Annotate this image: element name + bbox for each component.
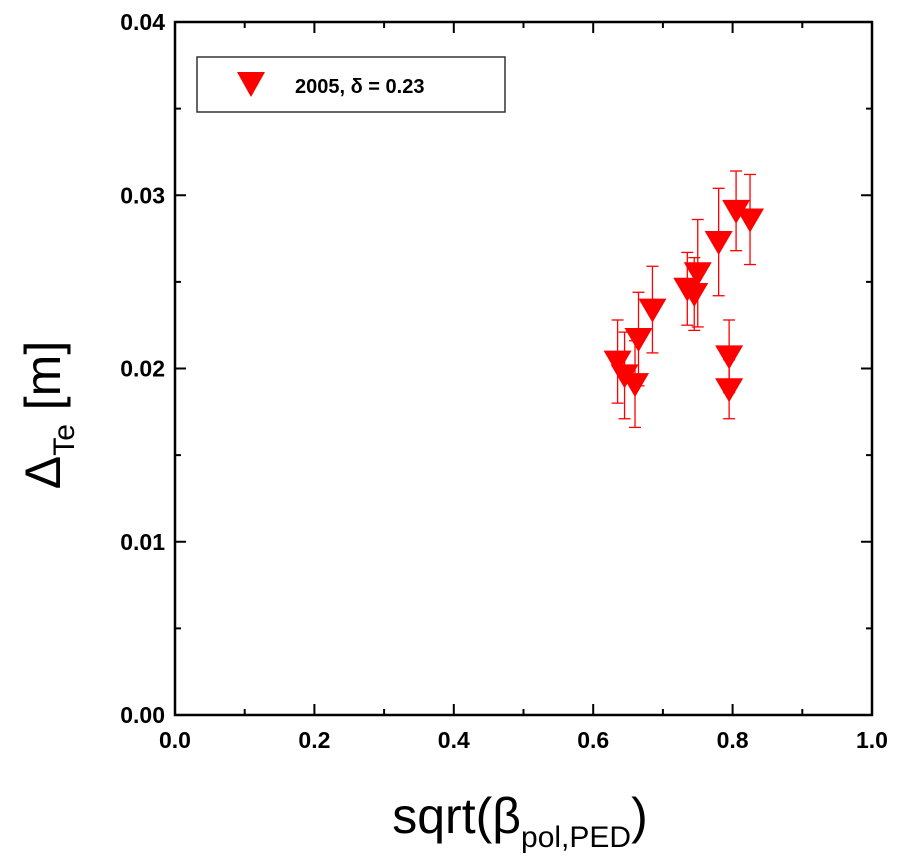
triangle-marker: [683, 262, 712, 287]
axis-tick-labels: 0.0 0.2 0.4 0.6 0.8 1.0 0.00 0.01 0.02 0.03 0.04: [120, 9, 888, 753]
data-point: [704, 187, 733, 297]
data-points: [603, 170, 765, 429]
x-axis-title-main: sqrt(β: [392, 788, 521, 844]
triangle-marker: [715, 345, 744, 370]
triangle-marker: [621, 373, 650, 398]
plot-frame: [173, 20, 874, 717]
triangle-marker: [736, 208, 765, 233]
triangle-marker: [680, 283, 709, 308]
data-point: [638, 265, 667, 354]
x-tick-label: 1.0: [856, 727, 888, 753]
axis-ticks: [174, 21, 873, 716]
data-point: [722, 170, 751, 252]
triangle-marker: [722, 199, 751, 224]
x-axis-title: sqrt(βpol,PED): [392, 788, 647, 854]
x-axis-title-sub: pol,PED: [521, 821, 631, 854]
x-tick-label: 0.0: [159, 727, 191, 753]
triangle-marker: [624, 328, 653, 353]
data-point: [715, 359, 744, 420]
data-point: [624, 291, 653, 387]
triangle-marker: [638, 298, 667, 323]
y-axis-title-rest: [m]: [15, 341, 71, 424]
y-axis-title-sub: Te: [48, 424, 81, 456]
x-tick-label: 0.6: [577, 727, 609, 753]
legend-marker: [237, 72, 265, 97]
y-tick-label: 0.02: [120, 356, 165, 382]
triangle-marker: [704, 231, 733, 256]
y-tick-label: 0.00: [120, 702, 165, 728]
data-point: [683, 218, 712, 328]
x-tick-label: 0.4: [438, 727, 470, 753]
legend-label: 2005, δ = 0.23: [295, 76, 424, 98]
x-axis-title-close: ): [631, 788, 648, 844]
y-axis-title-main: Δ: [15, 456, 71, 489]
triangle-marker: [715, 378, 744, 403]
legend: 2005, δ = 0.23: [196, 56, 506, 113]
y-tick-label: 0.04: [120, 9, 165, 35]
y-tick-label: 0.01: [120, 529, 165, 555]
x-tick-label: 0.2: [298, 727, 330, 753]
y-axis-title: ΔTe [m]: [15, 341, 81, 489]
y-tick-label: 0.03: [120, 182, 165, 208]
data-point: [736, 173, 765, 266]
x-tick-label: 0.8: [717, 727, 749, 753]
